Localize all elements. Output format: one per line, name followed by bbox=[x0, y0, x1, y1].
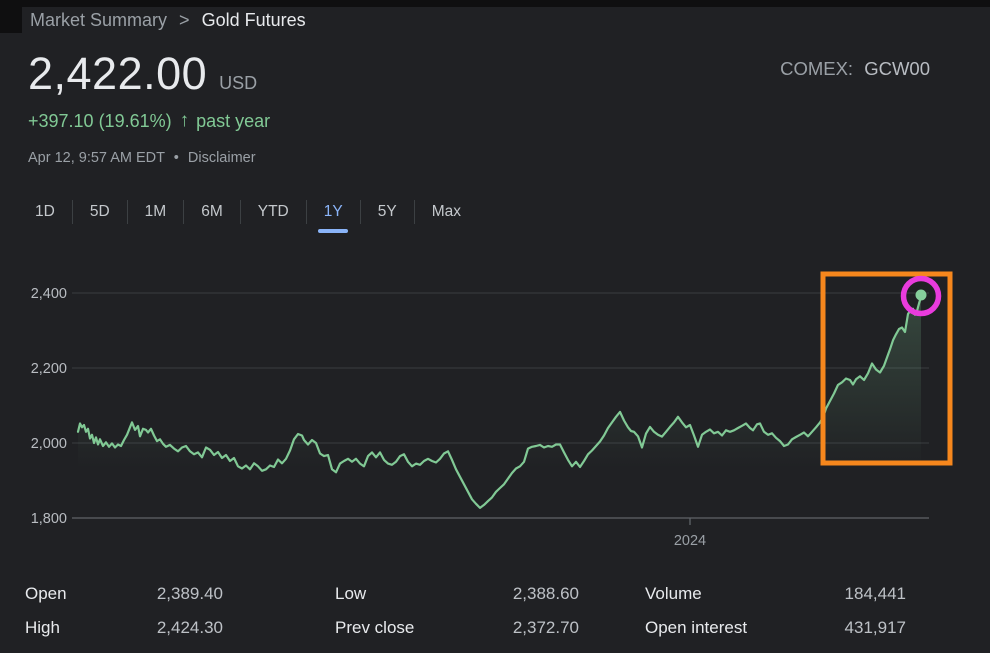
tab-divider bbox=[71, 200, 73, 224]
stat-label: Prev close bbox=[335, 618, 415, 637]
stats-column-1: Open 2,389.40 High 2,424.30 bbox=[25, 577, 223, 645]
timestamp-row: Apr 12, 9:57 AM EDT • Disclaimer bbox=[28, 150, 256, 166]
chart-area-fill bbox=[78, 296, 921, 518]
breadcrumb-market-summary[interactable]: Market Summary bbox=[30, 10, 168, 30]
tab-5d[interactable]: 5D bbox=[89, 203, 110, 220]
chart-endpoint-dot bbox=[915, 289, 927, 301]
y-axis-label: 2,400 bbox=[31, 286, 67, 302]
disclaimer-link[interactable]: Disclaimer bbox=[187, 150, 256, 166]
stat-volume: Volume 184,441 bbox=[645, 577, 906, 611]
stat-value: 2,389.40 bbox=[156, 584, 223, 603]
breadcrumb-separator: > bbox=[179, 10, 190, 30]
tab-divider bbox=[239, 200, 241, 224]
range-tabs: 1D 5D 1M 6M YTD 1Y 5Y Max bbox=[18, 197, 478, 233]
price-chart-svg[interactable]: 2,400 2,200 2,000 1,800 2024 bbox=[0, 265, 990, 560]
change-period: past year bbox=[196, 110, 271, 131]
stat-value: 2,372.70 bbox=[512, 618, 579, 637]
tab-ytd[interactable]: YTD bbox=[257, 203, 289, 220]
tab-max[interactable]: Max bbox=[431, 203, 461, 220]
stat-open: Open 2,389.40 bbox=[25, 577, 223, 611]
current-price: 2,422.00 bbox=[28, 48, 208, 99]
endpoint-circle-annotation bbox=[900, 275, 942, 317]
stat-value: 431,917 bbox=[844, 618, 906, 637]
top-strip bbox=[0, 0, 990, 7]
exchange-symbol: GCW00 bbox=[864, 58, 930, 79]
price-change-row: +397.10 (19.61%) ↑ past year bbox=[28, 110, 270, 132]
stat-label: Open bbox=[25, 584, 67, 603]
stat-value: 2,424.30 bbox=[156, 618, 223, 637]
stat-high: High 2,424.30 bbox=[25, 611, 223, 645]
stats-column-2: Low 2,388.60 Prev close 2,372.70 bbox=[335, 577, 579, 645]
tab-1m[interactable]: 1M bbox=[144, 203, 167, 220]
stat-prev-close: Prev close 2,372.70 bbox=[335, 611, 579, 645]
stat-label: High bbox=[25, 618, 60, 637]
tab-5y[interactable]: 5Y bbox=[377, 203, 397, 220]
x-axis-label: 2024 bbox=[674, 533, 706, 549]
stat-value: 2,388.60 bbox=[512, 584, 579, 603]
exchange-label: COMEX: bbox=[780, 58, 854, 79]
tab-divider bbox=[413, 200, 415, 224]
bullet-separator: • bbox=[173, 150, 179, 166]
y-axis-label: 2,200 bbox=[31, 361, 67, 377]
corner-notch bbox=[0, 0, 22, 33]
tab-divider bbox=[183, 200, 185, 224]
breadcrumb: Market Summary > Gold Futures bbox=[30, 9, 306, 31]
tab-1y[interactable]: 1Y bbox=[307, 197, 360, 233]
stat-value: 184,441 bbox=[844, 584, 906, 603]
price-change: +397.10 (19.61%) bbox=[28, 110, 172, 131]
tab-6m[interactable]: 6M bbox=[201, 203, 223, 220]
stat-open-interest: Open interest 431,917 bbox=[645, 611, 906, 645]
stat-label: Volume bbox=[645, 584, 702, 603]
stat-low: Low 2,388.60 bbox=[335, 577, 579, 611]
y-axis-label: 2,000 bbox=[31, 436, 67, 452]
timestamp: Apr 12, 9:57 AM EDT bbox=[28, 150, 165, 166]
tab-1d[interactable]: 1D bbox=[35, 203, 55, 220]
stat-label: Low bbox=[335, 584, 367, 603]
price-row: 2,422.00 USD bbox=[28, 50, 257, 98]
breadcrumb-current: Gold Futures bbox=[201, 10, 306, 30]
tab-divider bbox=[126, 200, 128, 224]
tab-divider bbox=[359, 200, 361, 224]
arrow-up-icon: ↑ bbox=[179, 110, 190, 131]
tab-divider bbox=[305, 200, 307, 224]
price-chart[interactable]: 2,400 2,200 2,000 1,800 2024 bbox=[0, 265, 990, 560]
active-tab-indicator bbox=[318, 229, 349, 233]
stats-column-3: Volume 184,441 Open interest 431,917 bbox=[645, 577, 906, 645]
y-axis-label: 1,800 bbox=[31, 511, 67, 527]
highlight-rectangle-annotation bbox=[820, 271, 953, 466]
stat-label: Open interest bbox=[645, 618, 748, 637]
chart-line[interactable] bbox=[76, 295, 923, 509]
exchange-ticker: COMEX: GCW00 bbox=[780, 58, 930, 80]
currency-label: USD bbox=[219, 73, 258, 93]
